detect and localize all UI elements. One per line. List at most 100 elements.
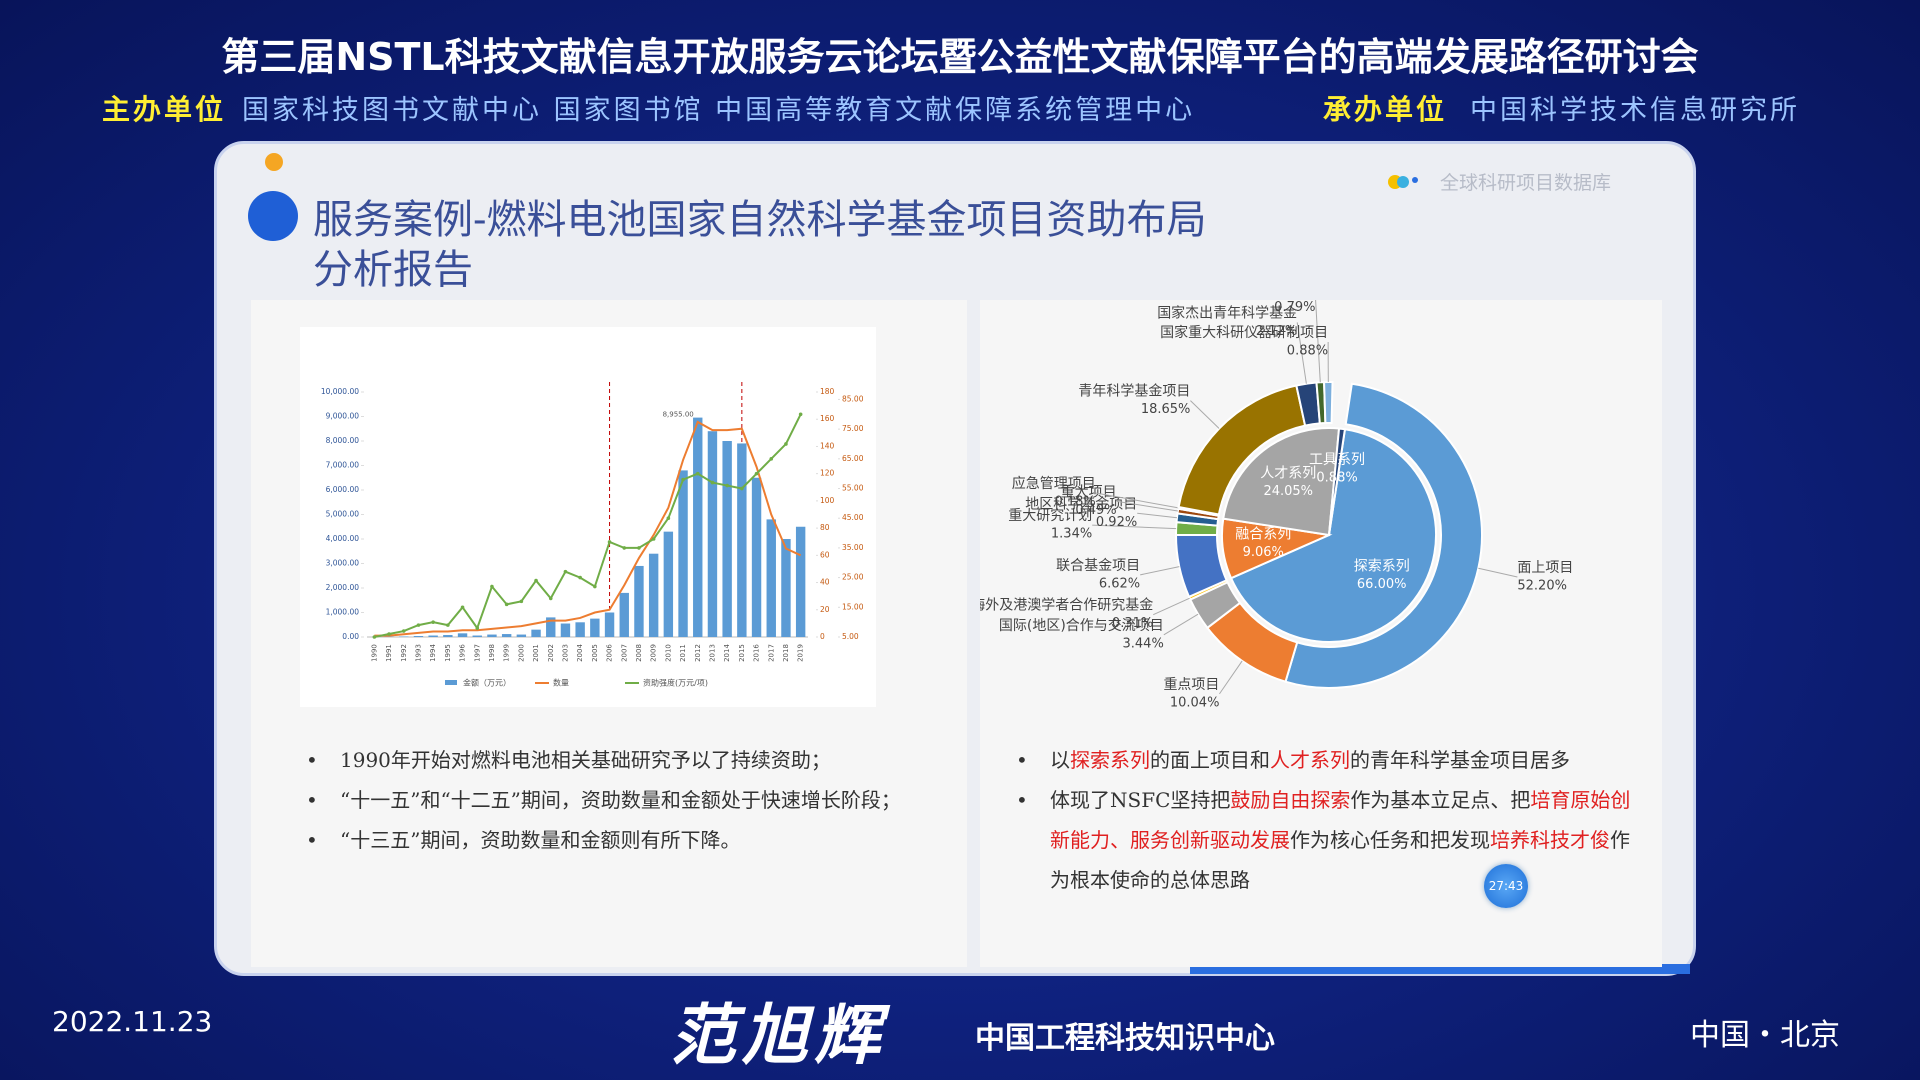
- x-tick-label: 2017: [767, 644, 775, 662]
- point: [372, 635, 377, 639]
- bullet-text: 作为基本立足点、把: [1350, 788, 1531, 812]
- x-tick-label: 2002: [547, 644, 555, 662]
- leader-line: [1190, 400, 1220, 429]
- tick-label: 55.00: [842, 484, 864, 493]
- tick-label: 8,000.00: [326, 436, 360, 445]
- slice-percent: 24.05%: [1263, 484, 1313, 499]
- point: [475, 626, 480, 630]
- slice: [1323, 381, 1334, 425]
- slice-name: 应急管理项目: [1012, 475, 1096, 492]
- slice: [1284, 382, 1483, 689]
- bar: [707, 431, 718, 637]
- bar: [722, 441, 732, 637]
- tick-label: 75.00: [842, 424, 864, 433]
- event-title: 第三届NSTL科技文献信息开放服务云论坛暨公益性文献保障平台的高端发展路径研讨会: [221, 35, 1699, 79]
- bar: [663, 531, 674, 637]
- bar: [737, 443, 747, 637]
- line: [374, 413, 802, 638]
- x-tick-label: 2003: [561, 644, 569, 662]
- x-tick-label: 2004: [576, 644, 584, 662]
- point: [622, 546, 627, 550]
- bar: [619, 592, 629, 637]
- bar: [575, 622, 585, 637]
- tick-label: 0.00: [342, 632, 359, 641]
- bar: [413, 636, 424, 637]
- slice-percent: 0.79%: [1274, 300, 1315, 315]
- slice-percent: 3.44%: [1123, 636, 1164, 651]
- point: [548, 596, 553, 601]
- point: [798, 412, 803, 417]
- x-tick-label: 2001: [532, 644, 540, 662]
- watermark: 全球科研项目数据库: [1440, 172, 1612, 194]
- tick-label: 5,000.00: [326, 510, 360, 519]
- x-tick-label: 1996: [459, 644, 467, 662]
- x-tick-label: 2016: [753, 644, 761, 662]
- slice-name: 工具系列: [1309, 452, 1365, 468]
- x-tick-label: 2005: [591, 644, 599, 662]
- bar: [766, 519, 776, 637]
- tick-label: 15.00: [842, 602, 864, 611]
- tick-label: 120: [820, 469, 835, 478]
- x-tick-label: 1993: [414, 644, 422, 662]
- point: [387, 632, 391, 636]
- bar: [443, 635, 453, 637]
- point: [651, 537, 656, 541]
- x-tick-label: 2007: [620, 644, 628, 662]
- slice: [1222, 427, 1341, 537]
- x-tick-label: 1991: [385, 644, 393, 662]
- bullet: 体现了NSFC坚持把鼓励自由探索作为基本立足点、把培育原始创新能力、服务创新驱动…: [1010, 780, 1640, 900]
- bullet: “十三五”期间，资助数量和金额则有所下降。: [300, 820, 920, 860]
- x-tick-label: 1992: [400, 644, 408, 662]
- tick-label: 4,000.00: [326, 534, 360, 543]
- slice-name: 地区科学基金项目: [1025, 495, 1137, 512]
- point: [431, 620, 435, 624]
- slice-name: 国际(地区)合作与交流项目: [999, 617, 1164, 634]
- leader-line: [1095, 492, 1179, 509]
- point: [578, 575, 582, 580]
- point: [593, 584, 597, 589]
- leader-line: [1116, 500, 1178, 512]
- point: [725, 483, 729, 488]
- point: [695, 471, 700, 476]
- tick-label: 0: [820, 632, 825, 641]
- point: [504, 602, 509, 607]
- legend-label: 金额（万元）: [463, 678, 511, 688]
- bar: [604, 612, 615, 637]
- slice-percent: 9.06%: [1243, 545, 1284, 560]
- leader-line: [1478, 567, 1518, 578]
- bar: [546, 617, 556, 637]
- tick-label: 45.00: [842, 513, 864, 522]
- point: [681, 477, 685, 482]
- program-chart: 探索系列 66.00% 融合系列 9.06% 人才系列 24.05% 工具系列 0.88% 面上…: [980, 300, 1573, 710]
- slice: [1328, 427, 1347, 536]
- title-dots: [248, 153, 298, 241]
- x-tick-label: 2006: [606, 644, 614, 662]
- slice-percent: 0.18%: [1054, 494, 1095, 509]
- line: [374, 420, 802, 637]
- data-label: 8,955.00: [663, 411, 694, 419]
- point: [534, 578, 538, 583]
- point: [637, 546, 641, 550]
- x-tick-label: 1998: [488, 644, 496, 662]
- bullet-text: 鼓励自由探索: [1230, 788, 1351, 812]
- x-tick-label: 2012: [694, 644, 702, 662]
- slide-title-line: 服务案例-燃料电池国家自然科学基金项目资助布局: [313, 197, 1207, 243]
- bar: [781, 539, 791, 637]
- organizer-label: 主办单位: [102, 93, 227, 126]
- bar: [751, 477, 762, 637]
- leader-line: [1163, 613, 1199, 636]
- tick-label: 85.00: [842, 394, 864, 403]
- slice-percent: 6.62%: [1099, 576, 1140, 591]
- tick-label: 20: [820, 605, 830, 614]
- slice-name: 重大项目: [1061, 484, 1117, 500]
- point: [519, 599, 524, 604]
- bar: [487, 634, 497, 637]
- slice-name: 联合基金项目: [1056, 557, 1140, 574]
- bullet: “十一五”和“十二五”期间，资助数量和金额处于快速增长阶段；: [300, 780, 920, 820]
- bar: [634, 565, 644, 637]
- x-tick-label: 2009: [650, 644, 658, 662]
- slide-accent: [1190, 964, 1690, 974]
- point: [740, 486, 744, 491]
- x-tick-label: 2015: [738, 644, 746, 662]
